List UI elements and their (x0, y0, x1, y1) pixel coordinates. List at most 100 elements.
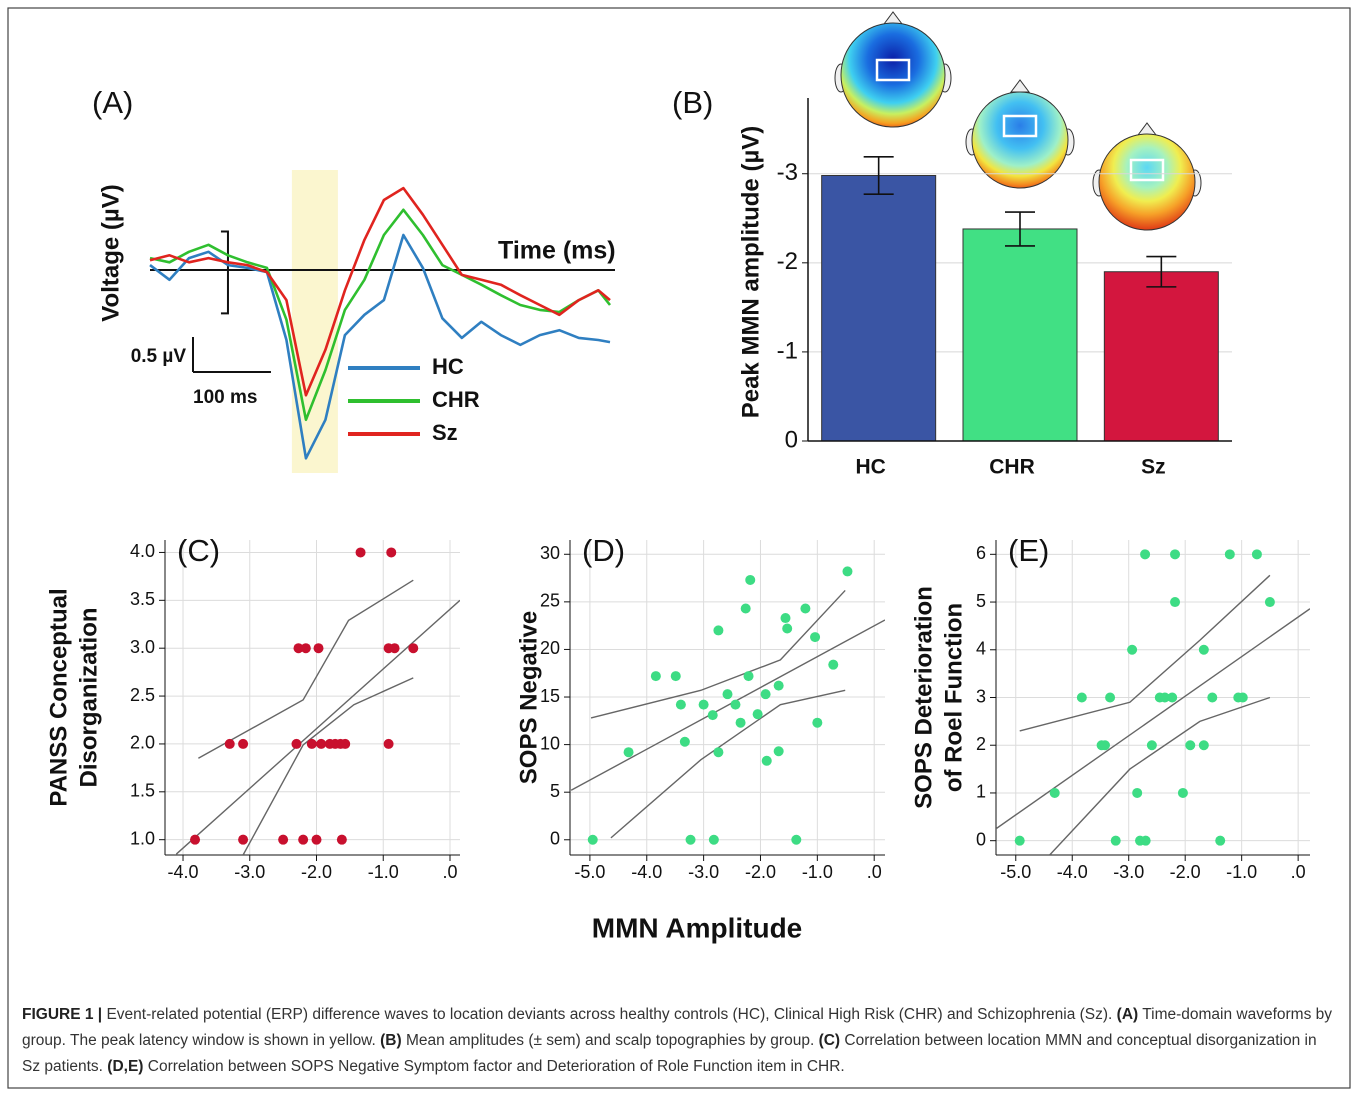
y-axis-label: SOPS Negative (515, 611, 542, 784)
legend-label: CHR (432, 387, 480, 412)
data-point (828, 659, 839, 670)
y-tick-label: 20 (540, 638, 560, 658)
data-point (722, 689, 733, 700)
data-point (743, 671, 754, 682)
x-tick-label: -1.0 (802, 862, 833, 882)
data-point (306, 738, 317, 749)
caption-text: (C) (818, 1032, 841, 1049)
bar (1103, 271, 1219, 442)
caption-text: (A) (1116, 1006, 1139, 1023)
data-point (1076, 692, 1087, 703)
scale-bar-label: 100 ms (193, 387, 257, 408)
error-bar (1146, 255, 1177, 288)
y-tick-label: 0 (976, 829, 986, 849)
error-bar (863, 156, 894, 196)
fit-line (570, 619, 885, 791)
x-tick-label: -2.0 (301, 862, 332, 882)
data-point (278, 834, 289, 845)
data-point (1014, 835, 1025, 846)
y-tick-label: 2 (976, 734, 986, 754)
data-point (1170, 549, 1181, 560)
data-point (1140, 835, 1151, 846)
x-tick-label: CHR (989, 456, 1035, 479)
data-point (773, 746, 784, 757)
data-point (1237, 692, 1248, 703)
data-point (1159, 692, 1170, 703)
x-tick-label: -3.0 (234, 862, 265, 882)
caption-text: (D,E) (107, 1058, 144, 1075)
data-point (1185, 740, 1196, 751)
x-tick-label: -3.0 (688, 862, 719, 882)
y-tick-label: 4 (976, 639, 986, 659)
x-tick-label: -4.0 (1057, 862, 1088, 882)
waveform (149, 233, 611, 460)
fit-line (996, 608, 1310, 830)
x-tick-label: .0 (867, 862, 882, 882)
data-point (1251, 549, 1262, 560)
data-point (355, 547, 366, 558)
data-point (679, 736, 690, 747)
y-tick-label: -3 (777, 159, 798, 186)
data-point (300, 643, 311, 654)
data-point (1127, 644, 1138, 655)
y-axis-label: PANSS Conceptual (45, 588, 72, 806)
y-tick-label: 1.0 (130, 828, 155, 848)
x-tick-label: -3.0 (1113, 862, 1144, 882)
data-point (1177, 787, 1188, 798)
data-point (713, 625, 724, 636)
data-point (708, 834, 719, 845)
data-point (311, 834, 322, 845)
waveform (149, 208, 612, 422)
x-axis-label: Time (ms) (498, 237, 616, 265)
y-tick-label: 30 (540, 543, 560, 563)
peak-window (291, 170, 338, 473)
scalp-map (834, 11, 952, 128)
data-point (812, 717, 823, 728)
y-tick-label: 3.5 (130, 589, 155, 609)
data-point (336, 834, 347, 845)
x-tick-label: Sz (1141, 456, 1166, 479)
data-point (1049, 787, 1060, 798)
caption-text: FIGURE 1 | (22, 1006, 103, 1023)
x-tick-label: -2.0 (1170, 862, 1201, 882)
data-point (782, 623, 793, 634)
waveform (149, 186, 611, 397)
confidence-band (198, 579, 414, 759)
y-tick-label: 25 (540, 591, 560, 611)
data-point (773, 680, 784, 691)
legend-label: HC (432, 354, 464, 379)
data-point (1264, 597, 1275, 608)
caption-text: Time-domain waveforms by group. The peak… (22, 1006, 1333, 1049)
y-axis-label: of Roel Function (940, 603, 967, 792)
stimulus-bracket (220, 230, 229, 315)
data-point (698, 699, 709, 710)
data-point (761, 755, 772, 766)
data-point (298, 834, 309, 845)
data-point (190, 834, 201, 845)
data-point (587, 834, 598, 845)
legend-label: Sz (432, 420, 458, 445)
panel-label: (D) (582, 533, 625, 568)
scale-bar-label: 0.5 µV (131, 346, 187, 367)
y-tick-label: 15 (540, 686, 560, 706)
caption-text: (B) (380, 1032, 402, 1049)
data-point (224, 738, 235, 749)
confidence-band (590, 589, 846, 719)
data-point (1167, 692, 1178, 703)
data-point (780, 613, 791, 624)
data-point (340, 738, 351, 749)
data-point (1146, 740, 1157, 751)
scalp-map (965, 79, 1075, 189)
y-tick-label: 0 (785, 426, 798, 453)
data-point (842, 566, 853, 577)
x-tick-label: .0 (1291, 862, 1306, 882)
data-point (1110, 835, 1121, 846)
data-point (1198, 740, 1209, 751)
data-point (1132, 787, 1143, 798)
data-point (1105, 692, 1116, 703)
data-point (707, 710, 718, 721)
data-point (685, 834, 696, 845)
data-point (791, 834, 802, 845)
